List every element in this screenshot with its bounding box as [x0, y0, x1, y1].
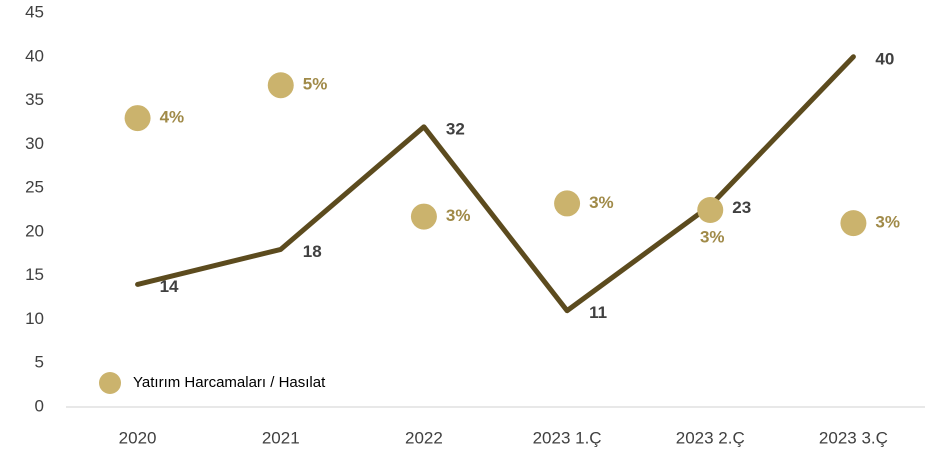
data-label: 3% — [589, 193, 614, 212]
scatter-point — [410, 203, 437, 230]
y-tick-label: 40 — [25, 46, 44, 65]
data-label: 40 — [875, 49, 894, 68]
scatter-point — [840, 210, 867, 237]
scatter-point — [697, 197, 724, 223]
legend-marker — [99, 372, 121, 394]
line-series — [135, 54, 856, 314]
data-label: 3% — [700, 227, 725, 246]
x-tick-label: 2021 — [262, 428, 300, 447]
y-tick-label: 35 — [25, 90, 44, 109]
legend-label: Yatırım Harcamaları / Hasılat — [133, 374, 326, 391]
y-tick-label: 20 — [25, 221, 44, 240]
y-tick-label: 30 — [25, 134, 44, 153]
data-label: 5% — [303, 75, 328, 94]
data-label: 32 — [446, 119, 465, 138]
x-tick-label: 2023 3.Ç — [819, 428, 888, 447]
data-label: 4% — [160, 108, 185, 127]
y-tick-label: 10 — [25, 309, 44, 328]
y-tick-label: 0 — [35, 396, 44, 415]
y-tick-label: 5 — [35, 353, 44, 372]
x-tick-label: 2023 2.Ç — [676, 428, 745, 447]
data-label: 18 — [303, 242, 322, 261]
x-tick-label: 2022 — [405, 428, 443, 447]
data-label: 11 — [589, 303, 607, 322]
y-tick-label: 25 — [25, 178, 44, 197]
x-tick-label: 2023 1.Ç — [533, 428, 602, 447]
scatter-point — [267, 72, 294, 99]
data-label: 3% — [446, 206, 471, 225]
scatter-point — [554, 190, 581, 217]
y-tick-label: 45 — [25, 2, 44, 21]
data-label: 23 — [732, 198, 751, 217]
data-label: 3% — [875, 213, 900, 232]
scatter-point — [124, 105, 151, 132]
y-tick-label: 15 — [25, 265, 44, 284]
x-tick-label: 2020 — [119, 428, 157, 447]
data-label: 14 — [160, 277, 179, 296]
